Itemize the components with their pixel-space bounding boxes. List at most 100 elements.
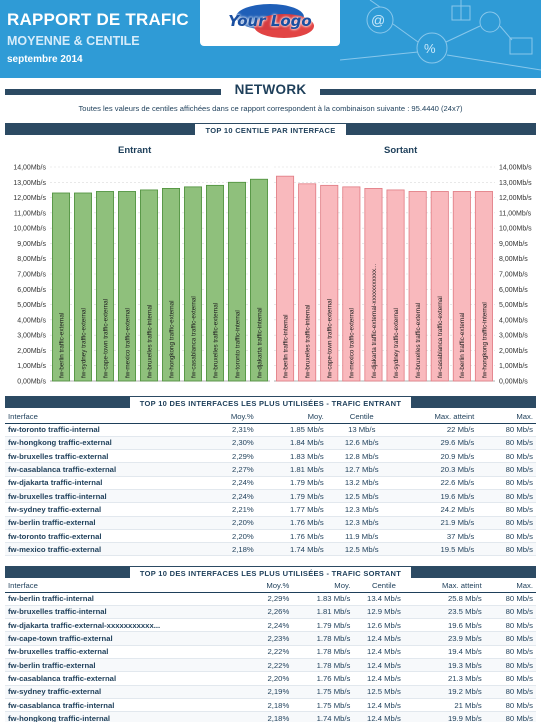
table-row: fw-toronto traffic-external 2,20% 1.76 Mb/… bbox=[5, 529, 536, 544]
cell-percentile: 13 Mb/s bbox=[326, 423, 397, 437]
y-tick-label-out: 11,00Mb/s bbox=[499, 210, 532, 217]
cell-avg-percent: 2,29% bbox=[247, 592, 293, 606]
bar-in-4 bbox=[140, 189, 158, 382]
report-header: RAPPORT DE TRAFIC MOYENNE & CENTILE sept… bbox=[0, 0, 541, 78]
logo-text: Your Logo bbox=[228, 12, 312, 30]
col-avg: Moy. bbox=[292, 580, 354, 593]
bar-out-2 bbox=[320, 184, 339, 382]
cell-avg: 1.85 Mb/s bbox=[256, 423, 327, 437]
y-tick-label-out: 6,00Mb/s bbox=[499, 287, 528, 294]
bar-in-5 bbox=[162, 188, 180, 382]
bar-label-out: fw-berlin traffic-external bbox=[459, 313, 466, 378]
table-row: fw-berlin traffic-external 2,22% 1.78 Mb/s… bbox=[5, 658, 536, 673]
table-in: Interface Moy.% Moy. Centile Max. attein… bbox=[5, 411, 536, 557]
y-tick-label-out: 4,00Mb/s bbox=[499, 317, 528, 324]
cell-max-reached: 19.3 Mb/s bbox=[414, 658, 485, 673]
y-tick-label-out: 0,00Mb/s bbox=[499, 379, 528, 386]
logo-shape-red bbox=[254, 14, 314, 38]
bar-in-1 bbox=[74, 192, 92, 382]
bar-out-9 bbox=[474, 191, 493, 382]
cell-interface-name: fw-bruxelles traffic-external bbox=[5, 449, 206, 464]
cell-max: 80 Mb/s bbox=[477, 462, 536, 477]
table-row: fw-sydney traffic-external 2,19% 1.75 Mb/s… bbox=[5, 685, 536, 699]
cell-avg-percent: 2,22% bbox=[247, 658, 293, 673]
cell-percentile: 12.7 Mb/s bbox=[326, 462, 397, 477]
cell-max-reached: 24.2 Mb/s bbox=[396, 502, 478, 517]
bar-label-in: fw-bruxelles traffic-external bbox=[212, 303, 219, 378]
cell-avg: 1.77 Mb/s bbox=[256, 502, 327, 517]
table-row: fw-djakarta traffic-external-xxxxxxxxxxx… bbox=[5, 618, 536, 633]
cell-interface-name: fw-casablanca traffic-external bbox=[5, 671, 248, 686]
cell-avg-percent: 2,18% bbox=[247, 711, 293, 722]
col-avg-percent: Moy.% bbox=[205, 411, 257, 424]
cell-interface-name: fw-cape-town traffic-external bbox=[5, 631, 248, 646]
network-description: Toutes les valeurs de centiles affichées… bbox=[78, 104, 463, 113]
cell-max-reached: 29.6 Mb/s bbox=[396, 436, 478, 451]
col-max: Max. bbox=[484, 580, 536, 593]
cell-max: 80 Mb/s bbox=[477, 542, 536, 557]
cell-avg-percent: 2,18% bbox=[205, 542, 257, 557]
chart-section-title: TOP 10 CENTILE PAR INTERFACE bbox=[195, 124, 346, 137]
cell-avg: 1.74 Mb/s bbox=[256, 542, 327, 557]
cell-percentile: 12.4 Mb/s bbox=[353, 711, 415, 722]
cell-interface-name: fw-sydney traffic-external bbox=[5, 502, 206, 517]
cell-avg-percent: 2,29% bbox=[205, 449, 257, 464]
cell-interface-name: fw-bruxelles traffic-internal bbox=[5, 605, 248, 620]
cell-max: 80 Mb/s bbox=[477, 476, 536, 490]
cell-avg-percent: 2,21% bbox=[205, 502, 257, 517]
y-tick-label-in: 14,00Mb/s bbox=[13, 165, 46, 172]
cell-avg: 1.75 Mb/s bbox=[292, 685, 354, 699]
table-row: fw-hongkong traffic-internal 2,18% 1.74 Mb… bbox=[5, 711, 536, 722]
cell-max: 80 Mb/s bbox=[477, 436, 536, 451]
cell-percentile: 12.5 Mb/s bbox=[353, 685, 415, 699]
cell-percentile: 13.4 Mb/s bbox=[353, 592, 415, 606]
cell-avg-percent: 2,22% bbox=[247, 645, 293, 659]
cell-max-reached: 20.3 Mb/s bbox=[396, 462, 478, 477]
cell-percentile: 12.3 Mb/s bbox=[326, 502, 397, 517]
cell-percentile: 12.9 Mb/s bbox=[353, 605, 415, 620]
table-out: Interface Moy.% Moy. Centile Max. attein… bbox=[5, 580, 536, 722]
cell-max: 80 Mb/s bbox=[484, 592, 536, 606]
y-tick-label-in: 4,00Mb/s bbox=[17, 317, 46, 324]
cell-avg: 1.79 Mb/s bbox=[256, 476, 327, 490]
y-tick-label-in: 10,00Mb/s bbox=[13, 226, 46, 233]
cell-max-reached: 23.5 Mb/s bbox=[414, 605, 485, 620]
cell-avg: 1.81 Mb/s bbox=[292, 605, 354, 620]
cell-interface-name: fw-berlin traffic-external bbox=[5, 516, 206, 530]
y-tick-label-out: 3,00Mb/s bbox=[499, 333, 528, 340]
cell-avg: 1.78 Mb/s bbox=[292, 658, 354, 673]
cell-interface-name: fw-bruxelles traffic-external bbox=[5, 645, 248, 659]
y-tick-label-out: 10,00Mb/s bbox=[499, 226, 532, 233]
cell-avg-percent: 2,23% bbox=[247, 631, 293, 646]
cell-max: 80 Mb/s bbox=[484, 645, 536, 659]
report-subtitle: MOYENNE & CENTILE bbox=[7, 34, 140, 48]
y-tick-label-in: 8,00Mb/s bbox=[17, 256, 46, 263]
cell-avg-percent: 2,31% bbox=[205, 423, 257, 437]
cell-avg-percent: 2,30% bbox=[205, 436, 257, 451]
y-tick-label-out: 13,00Mb/s bbox=[499, 180, 532, 187]
network-title: NETWORK bbox=[0, 82, 541, 97]
table-row: fw-bruxelles traffic-internal 2,24% 1.79 M… bbox=[5, 489, 536, 504]
cell-percentile: 12.4 Mb/s bbox=[353, 658, 415, 673]
bar-label-in: fw-djakarta traffic-internal bbox=[256, 307, 263, 378]
y-tick-label-out: 9,00Mb/s bbox=[499, 241, 528, 248]
chart-section-title-bar: TOP 10 CENTILE PAR INTERFACE bbox=[5, 123, 536, 137]
bar-label-in: fw-cape-town traffic-external bbox=[102, 299, 109, 378]
cell-max: 80 Mb/s bbox=[484, 631, 536, 646]
cell-percentile: 12.4 Mb/s bbox=[353, 645, 415, 659]
bar-out-6 bbox=[408, 191, 427, 382]
bar-label-out: fw-sydney traffic-external bbox=[393, 308, 400, 378]
cell-avg: 1.78 Mb/s bbox=[292, 631, 354, 646]
cell-avg: 1.76 Mb/s bbox=[256, 516, 327, 530]
table-row: fw-casablanca traffic-external 2,20% 1.76 … bbox=[5, 671, 536, 686]
cell-avg-percent: 2,20% bbox=[247, 671, 293, 686]
cell-avg: 1.75 Mb/s bbox=[292, 698, 354, 713]
cell-max: 80 Mb/s bbox=[484, 685, 536, 699]
col-interface: Interface bbox=[5, 580, 248, 593]
table-row: fw-djakarta traffic-internal 2,24% 1.79 Mb… bbox=[5, 476, 536, 490]
cell-interface-name: fw-djakarta traffic-internal bbox=[5, 476, 206, 490]
cell-max: 80 Mb/s bbox=[484, 711, 536, 722]
bar-label-out: fw-casablanca traffic-external bbox=[437, 296, 444, 378]
col-interface: Interface bbox=[5, 411, 206, 424]
y-tick-label-in: 3,00Mb/s bbox=[17, 333, 46, 340]
